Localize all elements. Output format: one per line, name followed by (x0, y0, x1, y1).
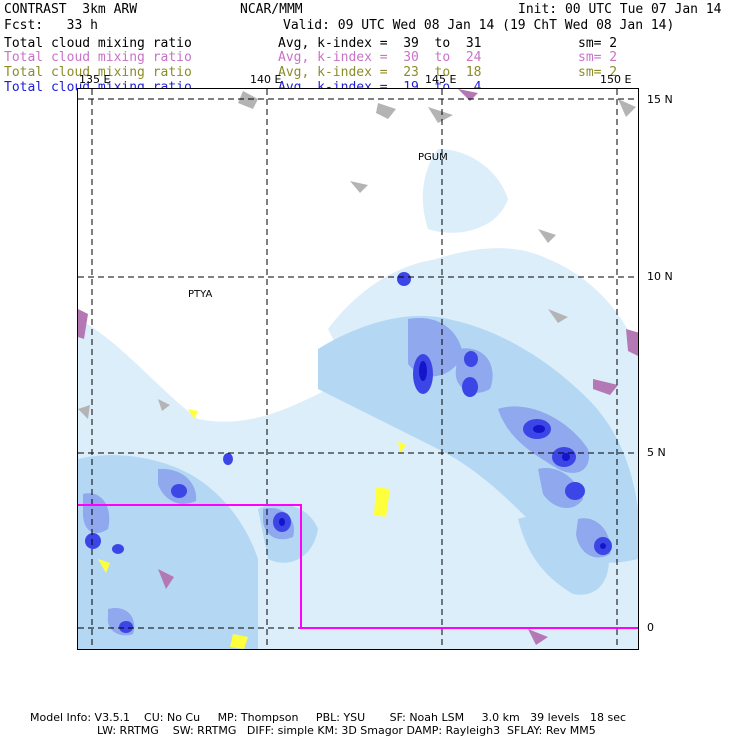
lat-label-5n: 5 N (647, 446, 666, 459)
field-smooth-3: sm= 2 (578, 65, 618, 80)
field-smooth-1: sm= 2 (578, 36, 618, 51)
forecast-hour: Fcst: 33 h (4, 18, 98, 33)
field-range-3: Avg, k-index = 23 to 18 (278, 65, 482, 80)
purple-cloud-layer (78, 89, 638, 645)
gray-cloud-layer (78, 91, 636, 419)
map-panel: PGUM PTYA (77, 88, 639, 650)
field-name-3: Total cloud mixing ratio (4, 65, 192, 80)
field-name-2: Total cloud mixing ratio (4, 50, 192, 65)
field-range-2: Avg, k-index = 30 to 24 (278, 50, 482, 65)
lat-label-10n: 10 N (647, 270, 673, 283)
valid-time: Valid: 09 UTC Wed 08 Jan 14 (19 ChT Wed … (283, 18, 675, 33)
field-range-1: Avg, k-index = 39 to 31 (278, 36, 482, 51)
lat-label-0: 0 (647, 621, 654, 634)
model-info-line-1: Model Info: V3.5.1 CU: No Cu MP: Thompso… (30, 711, 627, 724)
field-smooth-2: sm= 2 (578, 50, 618, 65)
field-name-1: Total cloud mixing ratio (4, 36, 192, 51)
init-time: Init: 00 UTC Tue 07 Jan 14 (518, 2, 722, 17)
lon-label-145e: 145 E (425, 73, 457, 86)
yellow-cloud-layer (98, 409, 406, 649)
cloud-field-map (78, 89, 638, 649)
cloud-core-layer (279, 361, 606, 549)
model-name: CONTRAST 3km ARW (4, 2, 138, 17)
lon-label-150e: 150 E (600, 73, 632, 86)
org-name: NCAR/MMM (240, 2, 303, 17)
lat-label-15n: 15 N (647, 93, 673, 106)
nested-domain-box (78, 504, 638, 629)
lon-label-135e: 135 E (79, 73, 111, 86)
model-info-line-2: LW: RRTMG SW: RRTMG DIFF: simple KM: 3D … (97, 724, 596, 737)
station-pgum: PGUM (418, 152, 448, 163)
lon-label-140e: 140 E (250, 73, 282, 86)
station-ptya: PTYA (188, 289, 213, 300)
